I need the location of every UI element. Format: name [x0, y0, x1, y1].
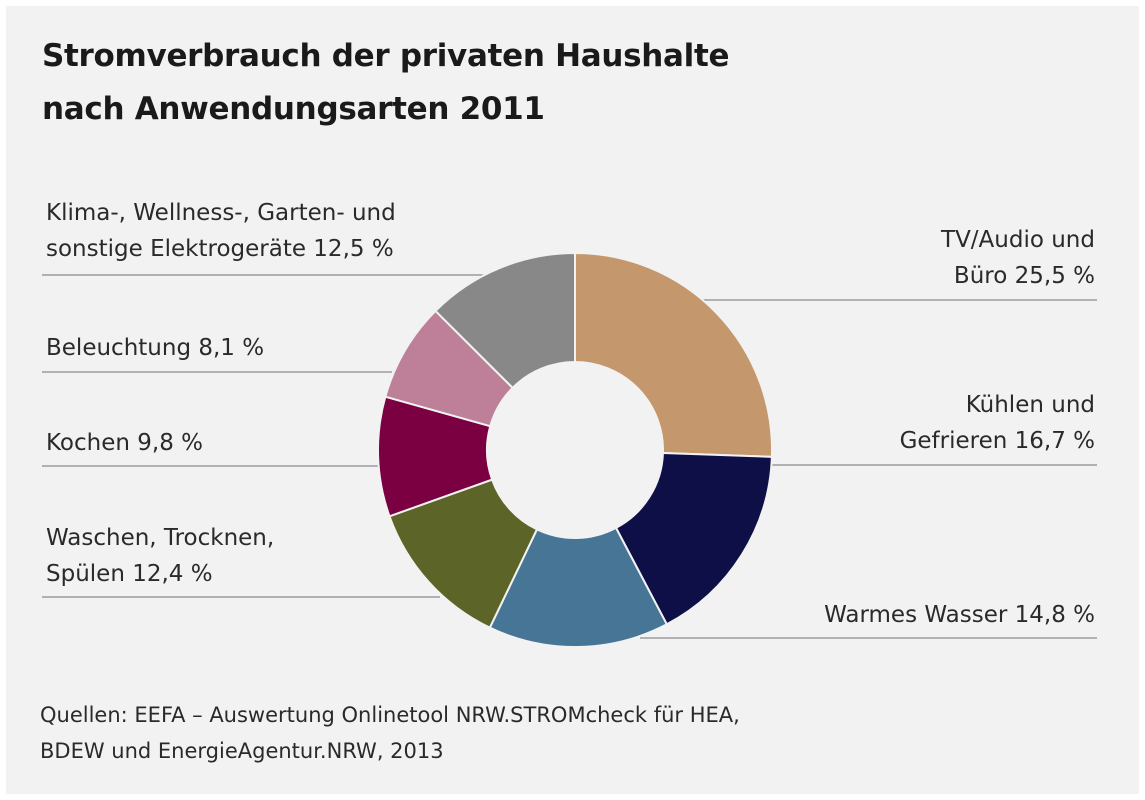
slice-label-kuehlen: Kühlen und Gefrieren 16,7 %: [900, 387, 1095, 459]
slice-label-warmes-wasser: Warmes Wasser 14,8 %: [824, 597, 1095, 633]
slice-label-klima: Klima-, Wellness-, Garten- und sonstige …: [46, 195, 396, 267]
slice-label-line: Warmes Wasser 14,8 %: [824, 602, 1095, 628]
source-line-1: Quellen: EEFA – Auswertung Onlinetool NR…: [40, 703, 740, 727]
donut-slice-1: [574, 251, 773, 458]
slice-label-beleuchtung: Beleuchtung 8,1 %: [46, 330, 264, 366]
slice-label-kochen: Kochen 9,8 %: [46, 425, 203, 461]
donut-slice-2: [614, 452, 773, 626]
chart-title-line-2: nach Anwendungsarten 2011: [42, 91, 545, 127]
donut-slice-4: [388, 478, 539, 629]
slice-label-line: sonstige Elektrogeräte 12,5 %: [46, 236, 394, 262]
chart-title: Stromverbrauch der privaten Haushalte na…: [42, 30, 942, 136]
slice-label-line: TV/Audio und: [941, 227, 1095, 253]
slice-label-waschen: Waschen, Trocknen, Spülen 12,4 %: [46, 520, 274, 592]
slice-label-line: Büro 25,5 %: [953, 263, 1095, 289]
chart-title-line-1: Stromverbrauch der privaten Haushalte: [42, 38, 730, 74]
slice-label-line: Beleuchtung 8,1 %: [46, 335, 265, 361]
slice-label-line: Waschen, Trocknen,: [46, 525, 275, 551]
source-line-2: BDEW und EnergieAgentur.NRW, 2013: [40, 739, 444, 763]
chart-card: [6, 6, 1139, 794]
slice-label-line: Kochen 9,8 %: [46, 430, 204, 456]
slice-label-line: Klima-, Wellness-, Garten- und: [46, 200, 396, 226]
slice-label-line: Spülen 12,4 %: [46, 561, 213, 587]
slice-label-line: Gefrieren 16,7 %: [899, 428, 1095, 454]
source-note: Quellen: EEFA – Auswertung Onlinetool NR…: [40, 697, 740, 769]
slice-label-tv-audio: TV/Audio und Büro 25,5 %: [941, 222, 1095, 294]
slice-label-line: Kühlen und: [965, 392, 1095, 418]
donut-slice-3: [488, 526, 669, 648]
donut-slice-7: [434, 251, 576, 390]
